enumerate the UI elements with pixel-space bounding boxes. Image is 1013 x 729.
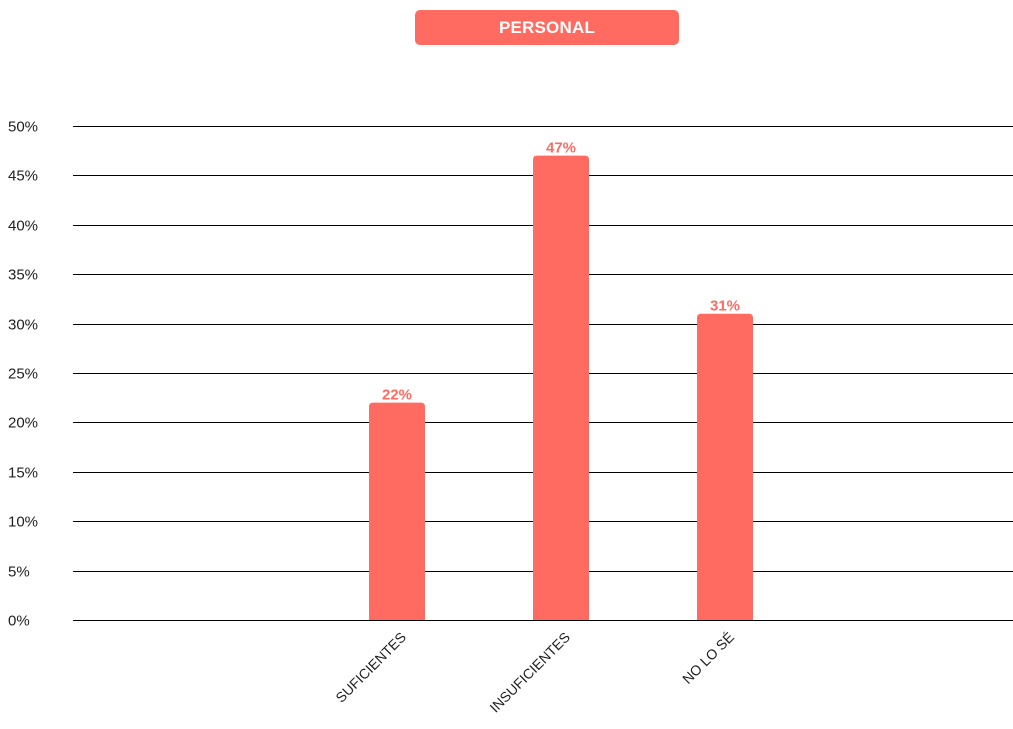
y-tick-label: 30% bbox=[8, 317, 38, 334]
y-tick-label: 20% bbox=[8, 415, 38, 432]
y-tick-label: 10% bbox=[8, 514, 38, 531]
data-label: 47% bbox=[546, 140, 576, 157]
y-tick-label: 25% bbox=[8, 366, 38, 383]
y-tick-label: 5% bbox=[8, 564, 30, 581]
y-tick-label: 35% bbox=[8, 267, 38, 284]
y-tick-label: 50% bbox=[8, 119, 38, 136]
bar bbox=[697, 313, 753, 620]
bar bbox=[369, 402, 425, 620]
y-tick-label: 15% bbox=[8, 465, 38, 482]
y-tick-label: 40% bbox=[8, 218, 38, 235]
x-tick-label: SUFICIENTES bbox=[332, 629, 409, 706]
data-label: 22% bbox=[382, 387, 412, 404]
data-label: 31% bbox=[710, 298, 740, 315]
bar bbox=[533, 155, 589, 620]
y-tick-label: 45% bbox=[8, 168, 38, 185]
x-tick-label: INSUFICIENTES bbox=[486, 629, 573, 716]
chart-title: PERSONAL bbox=[415, 10, 679, 45]
x-tick-label: NO LO SÉ bbox=[679, 629, 737, 687]
y-tick-label: 0% bbox=[8, 613, 30, 630]
